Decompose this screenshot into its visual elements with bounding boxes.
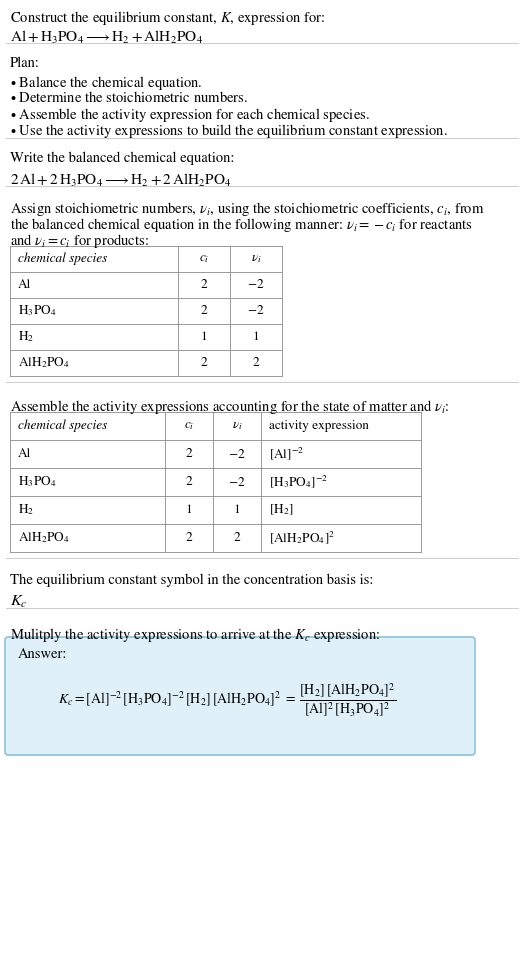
Text: Al: Al [18,448,31,460]
Text: $\mathrm{H_3PO_4}$: $\mathrm{H_3PO_4}$ [18,475,57,489]
Text: 1: 1 [253,331,259,343]
Text: $\nu_i$: $\nu_i$ [250,253,261,265]
Text: $\bullet$ Balance the chemical equation.: $\bullet$ Balance the chemical equation. [10,74,202,92]
Text: 1: 1 [185,504,192,516]
Text: Mulitply the activity expressions to arrive at the $K_c$ expression:: Mulitply the activity expressions to arr… [10,626,380,644]
Text: 1: 1 [234,504,241,516]
Text: 2: 2 [201,305,208,317]
Text: Al: Al [18,279,31,291]
Text: Construct the equilibrium constant, $K$, expression for:: Construct the equilibrium constant, $K$,… [10,9,325,27]
Text: $\mathrm{Al} + \mathrm{H_3PO_4} \longrightarrow \mathrm{H_2} + \mathrm{AlH_2PO_4: $\mathrm{Al} + \mathrm{H_3PO_4} \longrig… [10,29,203,46]
Text: 2: 2 [185,477,192,488]
Text: Assemble the activity expressions accounting for the state of matter and $\nu_i$: Assemble the activity expressions accoun… [10,398,450,416]
Text: activity expression: activity expression [269,420,369,432]
Text: $[\mathrm{Al}]^{-2}$: $[\mathrm{Al}]^{-2}$ [269,446,304,462]
Text: 2: 2 [185,448,192,460]
Text: 2: 2 [185,532,192,544]
Text: 2: 2 [201,357,208,368]
Text: $-2$: $-2$ [228,476,246,488]
Text: the balanced chemical equation in the following manner: $\nu_i = -c_i$ for react: the balanced chemical equation in the fo… [10,216,473,234]
Text: $[\mathrm{AlH_2PO_4}]^2$: $[\mathrm{AlH_2PO_4}]^2$ [269,529,335,546]
Text: $-2$: $-2$ [247,278,265,292]
Text: $c_i$: $c_i$ [184,420,194,432]
Text: $\mathrm{AlH_2PO_4}$: $\mathrm{AlH_2PO_4}$ [18,530,70,545]
Text: chemical species: chemical species [18,420,107,433]
Text: $-2$: $-2$ [228,448,246,460]
Text: $[\mathrm{H_2}]$: $[\mathrm{H_2}]$ [269,502,293,518]
FancyBboxPatch shape [5,637,475,755]
Text: $\bullet$ Assemble the activity expression for each chemical species.: $\bullet$ Assemble the activity expressi… [10,106,370,124]
Text: 1: 1 [201,331,208,343]
Text: $K_c = [\mathrm{Al}]^{-2}\,[\mathrm{H_3PO_4}]^{-2}\,[\mathrm{H_2}]\,[\mathrm{AlH: $K_c = [\mathrm{Al}]^{-2}\,[\mathrm{H_3P… [58,682,396,720]
Text: $\bullet$ Determine the stoichiometric numbers.: $\bullet$ Determine the stoichiometric n… [10,90,248,105]
Text: $-2$: $-2$ [247,304,265,318]
Text: Answer:: Answer: [18,648,68,661]
Text: $\nu_i$: $\nu_i$ [232,419,242,433]
Text: $\mathrm{H_2}$: $\mathrm{H_2}$ [18,329,34,345]
Text: $\bullet$ Use the activity expressions to build the equilibrium constant express: $\bullet$ Use the activity expressions t… [10,122,448,140]
Text: 2: 2 [234,532,241,544]
Text: The equilibrium constant symbol in the concentration basis is:: The equilibrium constant symbol in the c… [10,574,374,588]
Text: $[\mathrm{H_3PO_4}]^{-2}$: $[\mathrm{H_3PO_4}]^{-2}$ [269,474,328,490]
Text: 2: 2 [253,357,259,368]
Text: $\mathrm{H_3PO_4}$: $\mathrm{H_3PO_4}$ [18,303,57,319]
Text: $K_c$: $K_c$ [10,594,27,611]
Text: $2\,\mathrm{Al} + 2\,\mathrm{H_3PO_4} \longrightarrow \mathrm{H_2} + 2\,\mathrm{: $2\,\mathrm{Al} + 2\,\mathrm{H_3PO_4} \l… [10,172,232,189]
Text: Write the balanced chemical equation:: Write the balanced chemical equation: [10,152,234,166]
Text: $\mathrm{AlH_2PO_4}$: $\mathrm{AlH_2PO_4}$ [18,356,70,370]
Text: $c_i$: $c_i$ [199,253,209,265]
Text: 2: 2 [201,279,208,291]
Text: and $\nu_i = c_i$ for products:: and $\nu_i = c_i$ for products: [10,232,149,250]
Text: Assign stoichiometric numbers, $\nu_i$, using the stoichiometric coefficients, $: Assign stoichiometric numbers, $\nu_i$, … [10,200,485,218]
Text: chemical species: chemical species [18,253,107,265]
Text: Plan:: Plan: [10,57,40,71]
Text: $\mathrm{H_2}$: $\mathrm{H_2}$ [18,502,34,518]
